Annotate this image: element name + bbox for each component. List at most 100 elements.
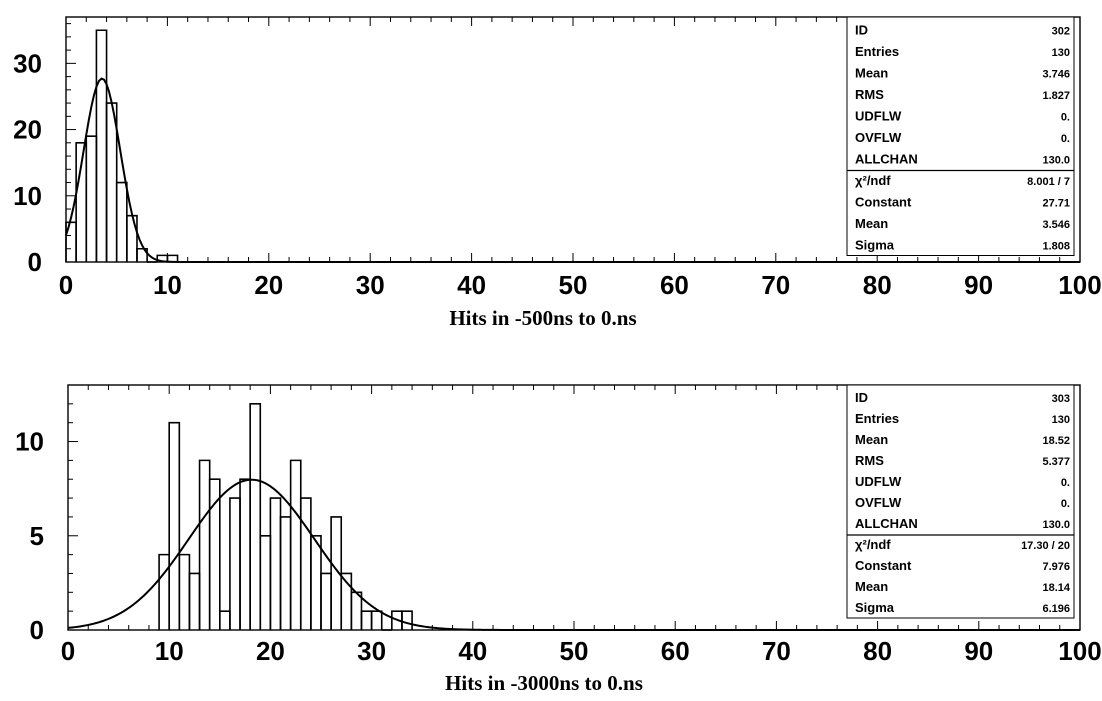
stats-value: 1.827	[1042, 90, 1070, 102]
histogram-bar	[219, 610, 231, 630]
stats-value: 130.0	[1042, 519, 1070, 531]
histogram-bar	[239, 478, 251, 630]
y-tick-label: 20	[13, 115, 42, 145]
stats-label: Mean	[855, 579, 888, 594]
histogram-panel-1: 0 10 20 30 40 50 60 70 80 90 100 0 10 20 30 Hits in -50…	[13, 16, 1102, 330]
x-tick-label: 10	[155, 636, 184, 666]
stats-label: Mean	[855, 216, 888, 231]
histogram-bars	[65, 29, 179, 263]
histogram-bar	[269, 497, 282, 630]
stats-label: UDFLW	[855, 474, 902, 489]
x-tick-label: 80	[863, 270, 892, 300]
stats-value: 0.	[1061, 112, 1070, 124]
histogram-bar	[249, 403, 262, 630]
x-axis-label: Hits in -3000ns to 0.ns	[445, 671, 643, 695]
x-tick-label: 40	[457, 270, 486, 300]
stats-label: OVFLW	[855, 495, 902, 510]
x-axis-label: Hits in -500ns to 0.ns	[449, 306, 636, 330]
histogram-bar	[370, 610, 383, 630]
histogram-bar	[401, 610, 413, 630]
histogram-bar	[105, 102, 118, 262]
y-tick-label: 5	[30, 521, 44, 551]
stats-value: 7.976	[1042, 561, 1070, 573]
x-tick-label: 10	[153, 270, 182, 300]
y-tick-label: 0	[28, 247, 42, 277]
histogram-bar	[310, 534, 322, 630]
stats-box-frame	[846, 384, 1075, 619]
x-tick-label: 90	[964, 270, 993, 300]
fit-curve	[67, 478, 1080, 631]
stats-label: OVFLW	[855, 130, 902, 145]
x-tick-label: 60	[661, 636, 690, 666]
stats-label: Constant	[855, 558, 912, 573]
histogram-bar	[350, 591, 363, 630]
x-tick-label: 30	[357, 636, 386, 666]
stats-label: Sigma	[855, 600, 895, 615]
x-tick-label: 0	[61, 636, 75, 666]
x-tick-label: 60	[660, 270, 689, 300]
y-tick-label: 30	[13, 48, 42, 78]
stats-label: ALLCHAN	[855, 152, 918, 167]
stats-value: 3.546	[1042, 219, 1070, 231]
stats-value: 1.808	[1042, 241, 1070, 253]
stats-value: 6.196	[1042, 603, 1070, 615]
histogram-bar	[126, 214, 138, 262]
x-tick-label: 30	[356, 270, 385, 300]
y-tick-label: 0	[30, 615, 44, 645]
stats-label: ID	[855, 23, 868, 38]
stats-label: ID	[855, 390, 868, 405]
histogram-bar	[166, 254, 179, 262]
stats-label: Sigma	[855, 238, 895, 253]
stats-value: 130.0	[1042, 155, 1070, 167]
stats-label: χ²/ndf	[855, 537, 891, 552]
stats-value: 303	[1052, 393, 1070, 405]
x-tick-label: 70	[761, 270, 790, 300]
histogram-bar	[320, 572, 332, 630]
x-tick-label: 0	[59, 270, 73, 300]
histogram-bar	[208, 478, 221, 630]
histogram-bar	[158, 553, 170, 630]
x-tick-label: 50	[560, 636, 589, 666]
x-tick-label: 90	[964, 636, 993, 666]
histogram-bar	[289, 459, 302, 630]
stats-value: 0.	[1061, 133, 1070, 145]
histogram-bar	[136, 247, 148, 262]
y-tick-label: 10	[13, 181, 42, 211]
stats-label: Mean	[855, 66, 888, 81]
stats-value: 3.746	[1042, 69, 1070, 81]
x-tick-label: 80	[863, 636, 892, 666]
histogram-bar	[95, 29, 108, 262]
x-tick-label: 100	[1058, 636, 1101, 666]
stats-value: 8.001 / 7	[1027, 176, 1070, 188]
x-tick-label: 40	[458, 636, 487, 666]
histogram-bar	[299, 497, 312, 630]
x-tick-label: 20	[256, 636, 285, 666]
fit-curve	[65, 77, 1080, 263]
stats-value: 130	[1052, 47, 1070, 59]
histogram-bar	[178, 553, 191, 630]
stats-label: RMS	[855, 453, 884, 468]
histogram-bar	[229, 497, 241, 630]
stats-value: 0.	[1061, 477, 1070, 489]
x-tick-label: 20	[254, 270, 283, 300]
stats-box: ID 303 Entries 130 Mean 18.52 RMS 5.377 UDFLW 0. O…	[846, 384, 1075, 619]
histogram-bar	[188, 572, 201, 630]
stats-label: ALLCHAN	[855, 516, 918, 531]
histogram-bar	[85, 135, 98, 262]
stats-label: χ²/ndf	[855, 173, 891, 188]
histogram-panel-2: 0 10 20 30 40 50 60 70 80 90 100 0 5 10 Hits in -3000n…	[15, 384, 1102, 695]
stats-value: 18.14	[1042, 582, 1070, 594]
stats-value: 17.30 / 20	[1021, 540, 1070, 552]
histogram-bars	[158, 403, 413, 631]
x-tick-label: 70	[762, 636, 791, 666]
stats-label: RMS	[855, 87, 884, 102]
histogram-bar	[360, 610, 373, 630]
histogram-bar	[115, 181, 128, 262]
stats-value: 27.71	[1042, 198, 1070, 210]
stats-box: ID 302 Entries 130 Mean 3.746 RMS 1.827 UDFLW 0. O…	[846, 16, 1075, 256]
stats-label: Constant	[855, 195, 912, 210]
stats-label: UDFLW	[855, 109, 902, 124]
stats-box-frame	[846, 16, 1075, 256]
stats-value: 302	[1052, 26, 1070, 38]
